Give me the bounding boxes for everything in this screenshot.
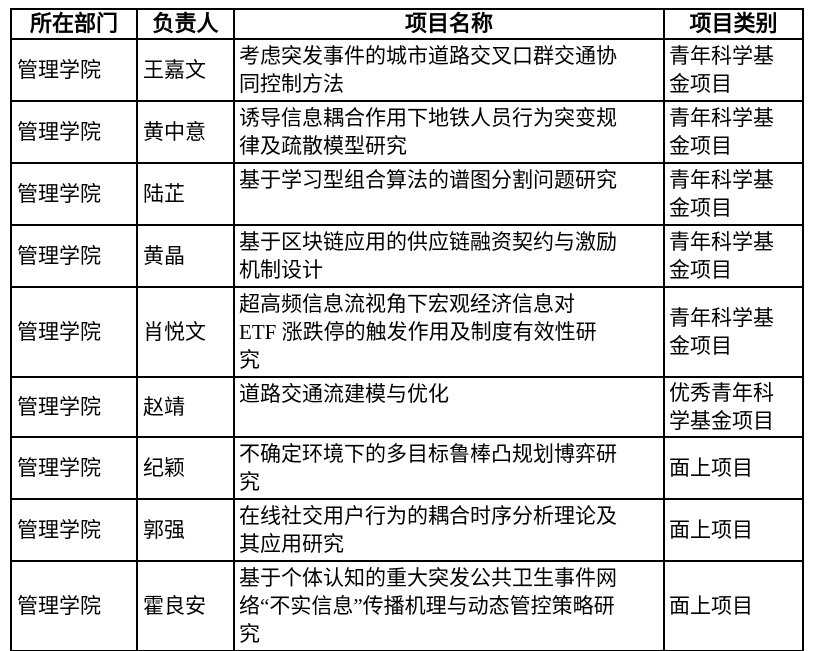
department-cell: 管理学院 [10,376,138,438]
leader-cell: 霍良安 [136,560,235,651]
department-cell: 管理学院 [10,560,138,651]
department-cell: 管理学院 [10,498,138,562]
table-row: 管理学院 郭强 在线社交用户行为的耦合时序分析理论及 其应用研究 面上项目 [10,498,804,562]
leader-cell: 郭强 [136,498,235,562]
project-name-cell: 基于学习型组合算法的谱图分割问题研究 [233,162,665,226]
department-cell: 管理学院 [10,162,138,226]
funding-projects-table: 所在部门 负责人 项目名称 项目类别 管理学院 王嘉文 考虑突发事件的城市道路交叉口… [10,8,804,651]
table-row: 管理学院 纪颖 不确定环境下的多目标鲁棒凸规划博弈研 究面上项目 [10,436,804,500]
department-cell: 管理学院 [10,100,138,164]
table-row: 管理学院 霍良安 基于个体认知的重大突发公共卫生事件网 络“不实信息”传播机理与动态… [10,560,804,651]
header-row: 所在部门 负责人 项目名称 项目类别 [10,8,804,40]
header-department: 所在部门 [10,8,138,40]
project-category-cell: 面上项目 [663,498,804,562]
project-category-cell: 青年科学基 金项目 [663,162,804,226]
leader-cell: 肖悦文 [136,286,235,378]
project-name-cell: 超高频信息流视角下宏观经济信息对 ETF 涨跌停的触发作用及制度有效性研 究 [233,286,665,378]
project-category-cell: 面上项目 [663,560,804,651]
project-name-cell: 考虑突发事件的城市道路交叉口群交通协 同控制方法 [233,38,665,102]
project-name-cell: 不确定环境下的多目标鲁棒凸规划博弈研 究 [233,436,665,500]
project-category-cell: 青年科学基 金项目 [663,100,804,164]
project-name-cell: 诱导信息耦合作用下地铁人员行为突变规 律及疏散模型研究 [233,100,665,164]
table-row: 管理学院 黄晶 基于区块链应用的供应链融资契约与激励 机制设计 青年科学基 金项目 [10,224,804,288]
project-category-cell: 优秀青年科 学基金项目 [663,376,804,438]
header-leader: 负责人 [136,8,235,40]
leader-cell: 王嘉文 [136,38,235,102]
project-name-cell: 基于个体认知的重大突发公共卫生事件网 络“不实信息”传播机理与动态管控策略研 究 [233,560,665,651]
project-name-cell: 在线社交用户行为的耦合时序分析理论及 其应用研究 [233,498,665,562]
table-row: 管理学院 陆芷 基于学习型组合算法的谱图分割问题研究 青年科学基 金项目 [10,162,804,226]
department-cell: 管理学院 [10,286,138,378]
leader-cell: 黄晶 [136,224,235,288]
header-project-category: 项目类别 [663,8,804,40]
leader-cell: 纪颖 [136,436,235,500]
header-project-name: 项目名称 [233,8,665,40]
project-category-cell: 青年科学基 金项目 [663,286,804,378]
table-row: 管理学院 肖悦文 超高频信息流视角下宏观经济信息对 ETF 涨跌停的触发作用及制度有… [10,286,804,378]
project-category-cell: 面上项目 [663,436,804,500]
department-cell: 管理学院 [10,224,138,288]
table-row: 管理学院 王嘉文 考虑突发事件的城市道路交叉口群交通协 同控制方法 青年科学基 金项目 [10,38,804,102]
project-name-cell: 道路交通流建模与优化 [233,376,665,438]
project-category-cell: 青年科学基 金项目 [663,224,804,288]
leader-cell: 黄中意 [136,100,235,164]
project-category-cell: 青年科学基 金项目 [663,38,804,102]
project-name-cell: 基于区块链应用的供应链融资契约与激励 机制设计 [233,224,665,288]
department-cell: 管理学院 [10,436,138,500]
table-row: 管理学院 赵靖 道路交通流建模与优化 优秀青年科 学基金项目 [10,376,804,438]
leader-cell: 赵靖 [136,376,235,438]
department-cell: 管理学院 [10,38,138,102]
leader-cell: 陆芷 [136,162,235,226]
table-row: 管理学院 黄中意 诱导信息耦合作用下地铁人员行为突变规 律及疏散模型研究 青年科学基 … [10,100,804,164]
